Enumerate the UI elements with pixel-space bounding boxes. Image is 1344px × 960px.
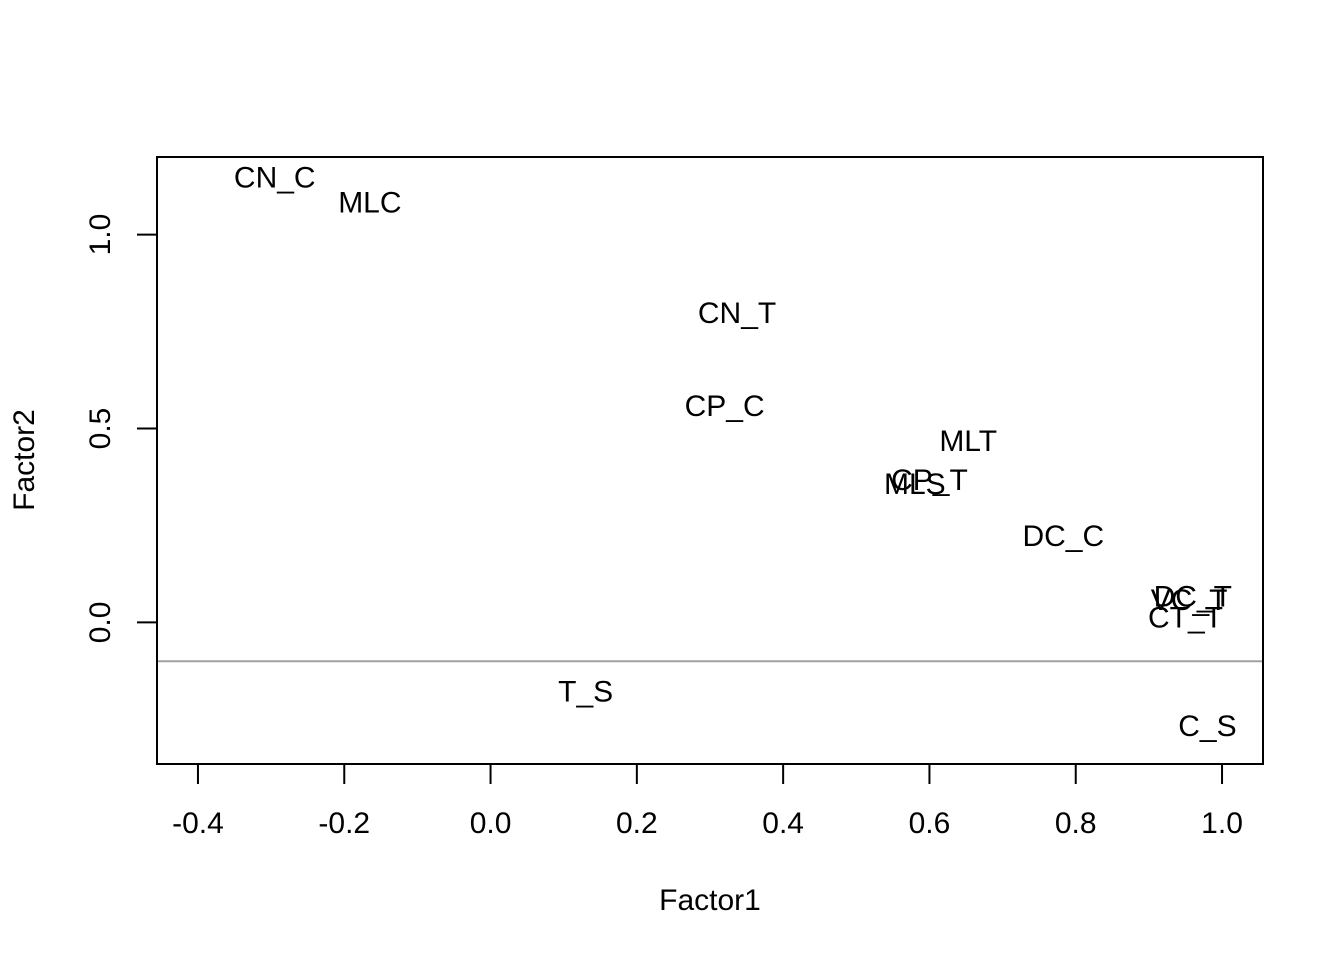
point-label-vc-t: VC_T	[1151, 584, 1228, 617]
x-tick-label: 0.0	[470, 807, 512, 840]
x-tick-label: -0.4	[172, 807, 224, 840]
point-label-cn-c: CN_C	[234, 161, 316, 194]
point-label-ct-t: CT_T	[1148, 602, 1223, 635]
y-tick-label: 0.5	[84, 408, 117, 450]
point-label-mlc: MLC	[338, 187, 401, 220]
point-label-cn-t: CN_T	[698, 297, 776, 330]
point-label-mlt: MLT	[939, 425, 997, 458]
x-tick-label: 0.6	[909, 807, 951, 840]
point-label-mls: MLS	[884, 468, 946, 501]
x-tick-label: 1.0	[1201, 807, 1243, 840]
y-tick-label: 0.0	[84, 602, 117, 644]
point-label-t-s: T_S	[558, 675, 613, 708]
x-tick-label: -0.2	[318, 807, 370, 840]
x-tick-label: 0.4	[762, 807, 804, 840]
point-label-dc-t: DC_T	[1154, 580, 1232, 613]
point-label-cp-t: CP_T	[891, 464, 968, 497]
y-tick-label: 1.0	[84, 214, 117, 256]
x-tick-label: 0.2	[616, 807, 658, 840]
y-axis: 0.0 0.5 1.0	[84, 214, 158, 644]
x-axis: -0.4 -0.2 0.0 0.2 0.4 0.6 0.8 1.0	[172, 763, 1243, 840]
y-axis-title: Factor2	[8, 409, 41, 511]
point-label-dc-c: DC_C	[1022, 520, 1104, 553]
x-tick-label: 0.8	[1055, 807, 1097, 840]
x-axis-title: Factor1	[659, 884, 761, 917]
point-label-c-s: C_S	[1178, 710, 1236, 743]
point-label-cp-c: CP_C	[685, 390, 765, 423]
